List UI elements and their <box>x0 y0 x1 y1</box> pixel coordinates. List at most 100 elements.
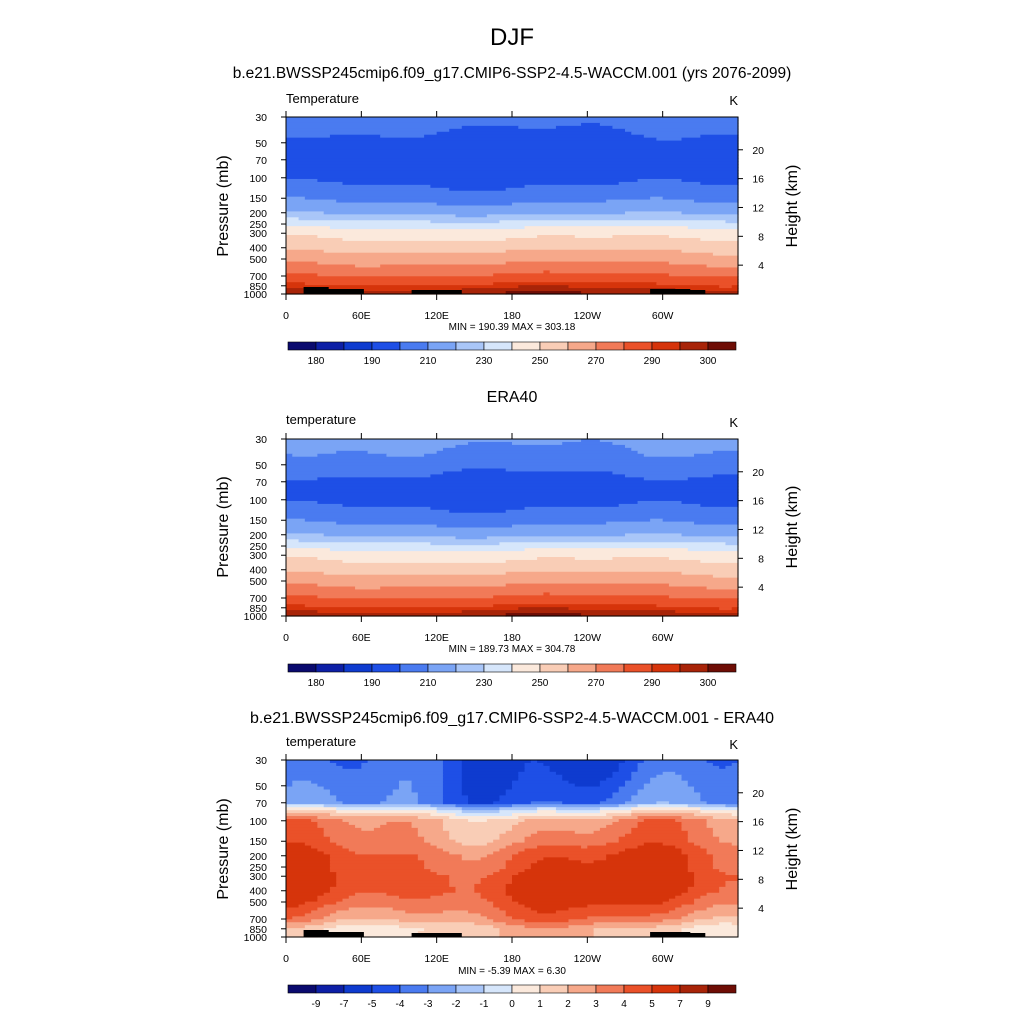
contour-cell <box>286 866 331 870</box>
contour-cell <box>468 441 513 446</box>
contour-cell <box>317 848 350 853</box>
colorbar-swatch <box>623 341 653 351</box>
contour-cell <box>286 128 450 133</box>
panel-units: K <box>729 93 738 108</box>
contour-cell <box>286 217 300 221</box>
contour-cell <box>442 892 482 897</box>
contour-cell <box>706 848 739 853</box>
contour-cell <box>731 813 739 817</box>
contour-cell <box>706 851 739 855</box>
contour-cell <box>455 214 488 218</box>
contour-cell <box>329 839 425 844</box>
contour-cell <box>681 892 708 897</box>
contour-cell <box>505 509 739 514</box>
contour-cell <box>555 807 601 811</box>
contour-cell <box>719 869 739 873</box>
contour-cell <box>675 819 708 823</box>
contour-cell <box>505 830 538 835</box>
contour-cell <box>461 765 526 770</box>
contour-cell <box>430 220 501 224</box>
contour-cell <box>681 904 714 909</box>
contour-cell <box>286 117 739 121</box>
contour-cell <box>286 456 739 461</box>
contour-cell <box>574 830 595 835</box>
contour-cell <box>286 542 431 546</box>
contour-cell <box>719 285 733 289</box>
contour-cell <box>631 810 701 814</box>
contour-cell <box>329 226 526 230</box>
colorbar-swatch <box>707 984 737 994</box>
contour-cell <box>681 827 714 832</box>
contour-cell <box>668 898 695 903</box>
contour-cell <box>719 765 727 770</box>
contour-cell <box>474 886 507 891</box>
contour-cell <box>361 827 375 832</box>
y2-tick-label: 16 <box>752 174 764 186</box>
contour-cell <box>706 760 739 764</box>
colorbar-label: 180 <box>308 678 325 689</box>
contour-cell <box>286 857 331 861</box>
contour-cell <box>505 571 683 576</box>
contour-cell <box>286 184 431 189</box>
contour-cell <box>424 836 450 841</box>
colorbar-swatch <box>427 341 457 351</box>
colorbar-swatch <box>483 341 513 351</box>
contour-cell <box>555 771 614 776</box>
colorbar-label: 9 <box>705 999 711 1010</box>
contour-cell <box>637 845 676 850</box>
contour-cell <box>668 557 739 561</box>
contour-cell <box>512 783 576 788</box>
contour-cell <box>505 886 689 891</box>
contour-cell <box>286 267 739 271</box>
contour-cell <box>286 515 739 520</box>
contour-cell <box>286 273 318 277</box>
contour-cell <box>643 783 689 788</box>
y2-tick-label: 16 <box>752 817 764 829</box>
contour-cell <box>329 854 419 858</box>
contour-cell <box>317 610 463 614</box>
contour-cell <box>512 895 676 900</box>
y-axis-label: Pressure (mb) <box>215 798 232 899</box>
contour-cell <box>329 866 425 870</box>
contour-cell <box>512 842 607 847</box>
contour-cell <box>286 848 318 853</box>
contour-cell <box>675 845 701 850</box>
contour-cell <box>612 125 739 130</box>
contour-cell <box>392 907 501 912</box>
contour-cell <box>336 875 450 879</box>
contour-cell <box>518 821 614 826</box>
contour-cell <box>317 557 538 561</box>
colorbar-label: -2 <box>452 999 461 1010</box>
contour-cell <box>461 760 532 764</box>
contour-cell <box>449 851 494 855</box>
contour-cell <box>681 137 739 142</box>
contour-cell <box>505 883 695 888</box>
contour-cell <box>286 471 444 475</box>
contour-cell <box>286 527 739 532</box>
contour-cell <box>292 453 318 458</box>
contour-cell <box>612 795 632 799</box>
contour-cell <box>323 249 507 254</box>
colorbar-label: 180 <box>308 356 325 367</box>
contour-cell <box>286 509 450 514</box>
contour-cell <box>286 462 739 467</box>
contour-cell <box>694 789 739 794</box>
contour-cell <box>304 604 494 608</box>
y-tick-label: 250 <box>249 862 267 874</box>
contour-cell <box>323 786 400 791</box>
x-tick-label: 180 <box>503 632 521 644</box>
contour-cell <box>549 270 739 274</box>
contour-cell <box>694 898 739 903</box>
contour-cell <box>668 273 739 277</box>
contour-cell <box>668 583 739 588</box>
contour-cell <box>524 904 588 909</box>
contour-cell <box>493 801 532 805</box>
contour-cell <box>286 152 739 156</box>
contour-cell <box>524 765 551 770</box>
contour-cell <box>336 521 607 526</box>
contour-cell <box>286 860 331 864</box>
contour-cell <box>336 901 494 906</box>
colorbar-swatch <box>315 341 345 351</box>
contour-cell <box>581 613 739 617</box>
contour-cell <box>286 291 507 295</box>
